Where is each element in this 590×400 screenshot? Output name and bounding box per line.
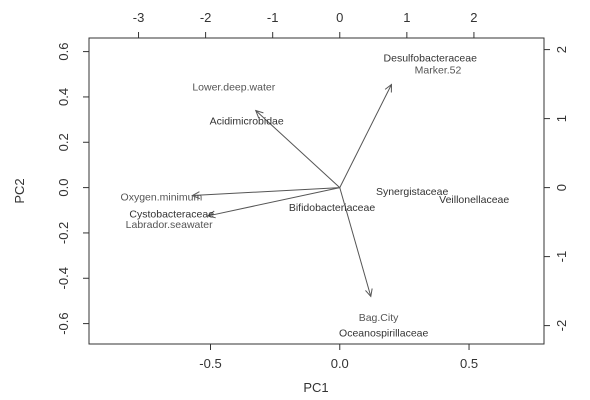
top-axis: -3 -2 -1 0 1 2 (133, 10, 478, 38)
point-label: Desulfobacteraceae (384, 52, 478, 64)
point-label: Veillonellaceae (439, 194, 509, 206)
arrow-head (206, 210, 216, 219)
x-tick-label: 0.0 (331, 356, 349, 371)
x-tick-label: 0.5 (460, 356, 478, 371)
loading-arrow (192, 187, 340, 197)
y-tick-label: 0.4 (56, 88, 71, 106)
x-axis-title: PC1 (303, 380, 328, 395)
right-tick-label: 0 (554, 184, 569, 191)
variable-label: Lower.deep.water (192, 82, 275, 94)
right-axis: -2 -1 0 1 2 (544, 46, 569, 331)
right-tick-label: 2 (554, 46, 569, 53)
top-tick-label: -3 (133, 10, 145, 25)
arrow-head (254, 109, 264, 119)
right-tick-label: -1 (554, 251, 569, 263)
y-tick-label: -0.6 (56, 312, 71, 334)
x-tick-label: -0.5 (199, 356, 221, 371)
loading-arrow (207, 187, 340, 217)
point-label: Acidimicrobidae (210, 116, 284, 128)
point-label: Oceanospirillaceae (339, 328, 428, 340)
variable-labels: Lower.deep.water Marker.52 Oxygen.minimum L… (121, 65, 462, 324)
top-tick-label: -1 (267, 10, 279, 25)
y-tick-label: -0.4 (56, 267, 71, 289)
point-label: Synergistaceae (376, 186, 449, 198)
right-tick-label: 1 (554, 115, 569, 122)
y-tick-label: 0.2 (56, 133, 71, 151)
y-axis-title: PC2 (12, 178, 27, 203)
point-labels: Desulfobacteraceae Acidimicrobidae Synergi… (129, 52, 509, 339)
loading-arrow (339, 187, 372, 297)
y-tick-label: -0.2 (56, 222, 71, 244)
top-tick-label: 0 (336, 10, 343, 25)
y-tick-label: 0.0 (56, 179, 71, 197)
variable-arrows (191, 83, 392, 298)
top-tick-label: 1 (403, 10, 410, 25)
y-tick-label: 0.6 (56, 43, 71, 61)
loading-arrow (339, 84, 392, 188)
top-tick-label: -2 (200, 10, 212, 25)
plot-frame (88, 37, 545, 345)
loading-arrow (255, 110, 341, 188)
variable-label: Bag.City (359, 312, 399, 324)
arrow-head (365, 288, 373, 298)
top-tick-label: 2 (470, 10, 477, 25)
arrow-head (191, 191, 200, 200)
right-tick-label: -2 (554, 320, 569, 332)
bottom-axis: -0.5 0.0 0.5 (199, 344, 478, 371)
point-label: Cystobacteraceae (129, 209, 214, 221)
point-label: Bifidobacteriaceae (289, 202, 376, 214)
left-axis: -0.6 -0.4 -0.2 0.0 0.2 0.4 0.6 (56, 43, 89, 335)
variable-label: Labrador.seawater (126, 219, 213, 231)
variable-label: Oxygen.minimum (121, 192, 203, 204)
arrow-head (384, 83, 392, 93)
variable-label: Marker.52 (415, 65, 462, 77)
